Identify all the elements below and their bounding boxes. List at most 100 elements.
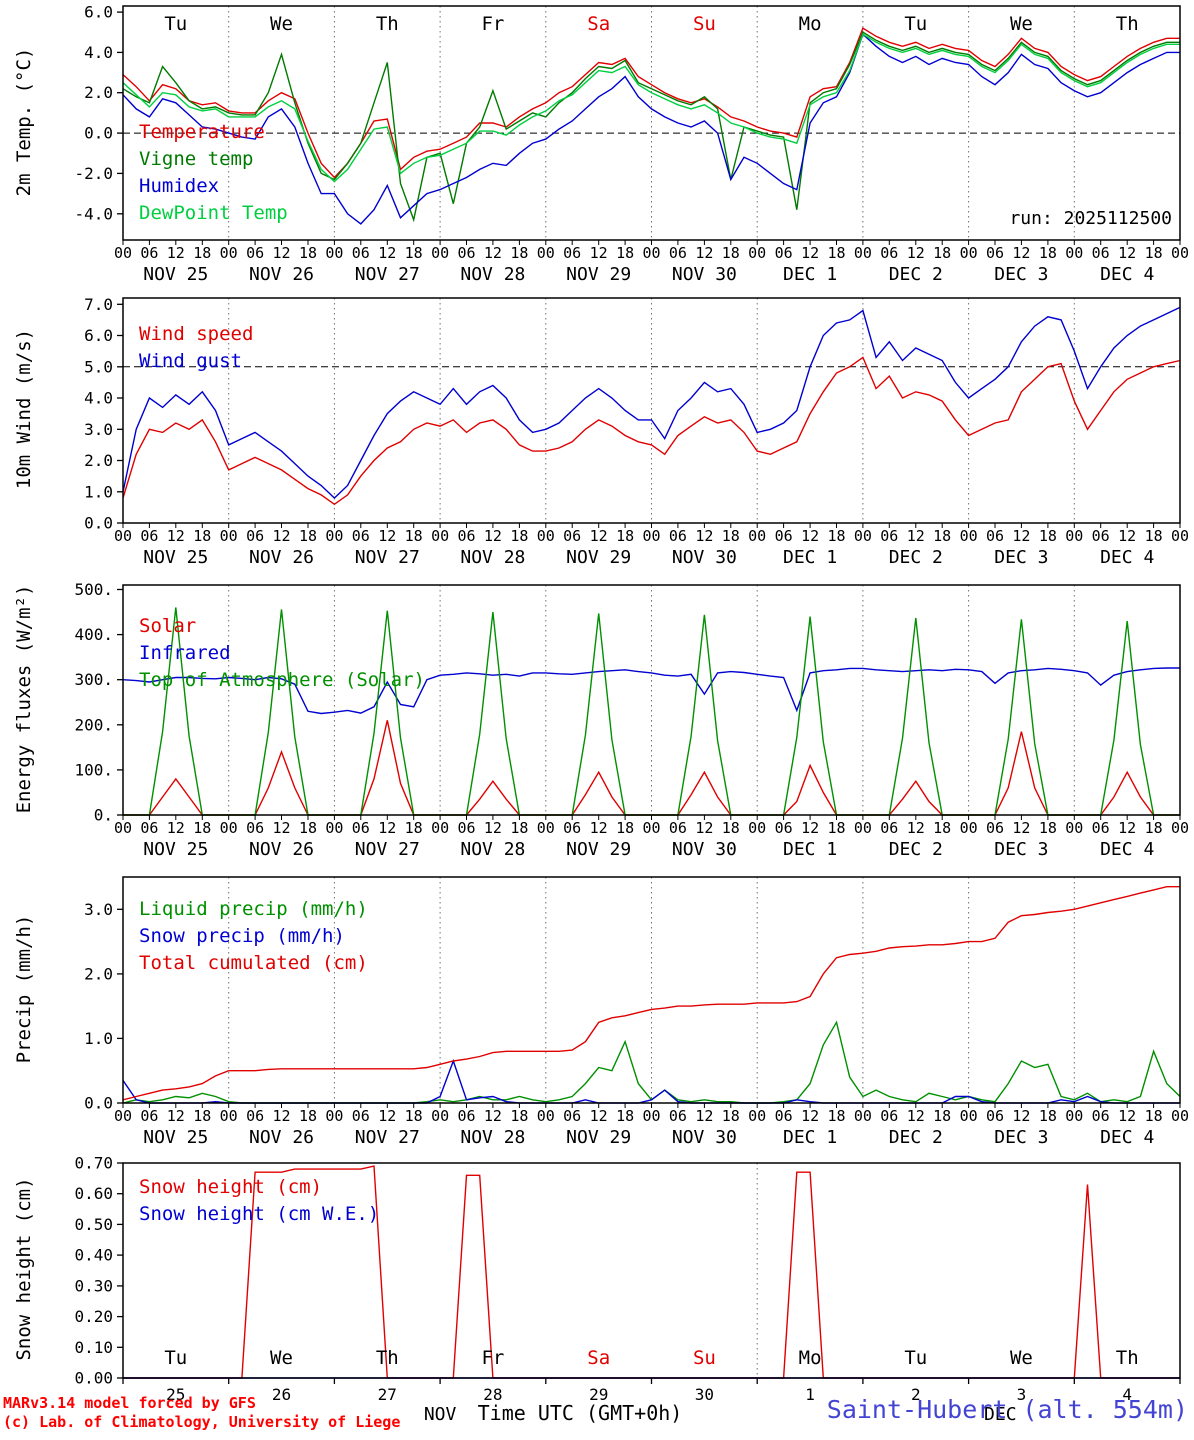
- day-of-week-label: Tu: [164, 1347, 187, 1369]
- day-number: 29: [589, 1385, 608, 1404]
- hour-label: 12: [801, 819, 819, 837]
- hour-label: 00: [960, 1107, 978, 1125]
- hour-label: 06: [140, 1107, 158, 1125]
- day-label: DEC 2: [889, 547, 943, 568]
- hour-label: 00: [431, 244, 449, 262]
- day-of-week-label: Th: [376, 13, 399, 35]
- hour-label: 06: [880, 819, 898, 837]
- y-tick-label: 4.0: [84, 43, 113, 62]
- hour-label: 00: [960, 244, 978, 262]
- day-label: NOV 30: [672, 547, 737, 568]
- day-number: 1: [805, 1385, 815, 1404]
- hour-label: 12: [907, 1107, 925, 1125]
- hour-label: 12: [1118, 819, 1136, 837]
- hour-label: 00: [642, 819, 660, 837]
- hour-label: 06: [986, 1107, 1004, 1125]
- y-tick-label: 4.0: [84, 389, 113, 408]
- panel-snow-height-cm: 0.70 0.60 0.50 0.40 0.30 0.20 0.10 0.00 25 26 27 28…: [74, 1154, 1181, 1425]
- hour-label: 06: [352, 244, 370, 262]
- hour-label: 18: [722, 1107, 740, 1125]
- hour-label: 12: [590, 244, 608, 262]
- day-label: NOV 30: [672, 1127, 737, 1148]
- hour-label: 12: [907, 244, 925, 262]
- hour-label: 06: [563, 819, 581, 837]
- hour-label: 18: [616, 527, 634, 545]
- hour-label: 18: [405, 244, 423, 262]
- hour-label: 18: [193, 244, 211, 262]
- day-label: DEC 4: [1100, 264, 1154, 285]
- hour-label: 18: [616, 244, 634, 262]
- day-of-week-label: Th: [1116, 13, 1139, 35]
- hour-label: 00: [325, 244, 343, 262]
- y-tick-label: 1.0: [84, 1029, 113, 1048]
- hour-label: 18: [827, 1107, 845, 1125]
- day-of-week-label: We: [1010, 1347, 1033, 1369]
- day-gridlines: [228, 298, 1075, 523]
- y-tick-label: -4.0: [74, 204, 113, 223]
- series-total-cumulated-cm: [122, 886, 1180, 1101]
- hour-label: 00: [1065, 244, 1083, 262]
- hour-label: 06: [669, 819, 687, 837]
- hour-label: 00: [431, 1107, 449, 1125]
- month-label: NOV: [424, 1404, 457, 1425]
- day-label: NOV 26: [249, 1127, 314, 1148]
- hour-label: 12: [590, 527, 608, 545]
- hour-label: 18: [510, 1107, 528, 1125]
- hour-label: 00: [114, 244, 132, 262]
- hour-label: 00: [748, 527, 766, 545]
- hour-label: 12: [801, 1107, 819, 1125]
- day-of-week-label: Tu: [904, 13, 927, 35]
- legend-infrared: Infrared: [139, 642, 231, 664]
- hour-label: 18: [933, 819, 951, 837]
- y-tick-label: 3.0: [84, 900, 113, 919]
- hour-label: 06: [563, 244, 581, 262]
- day-gridlines: [228, 585, 1075, 815]
- day-label: NOV 26: [249, 264, 314, 285]
- legend-snow-height-cm-w-e: Snow height (cm W.E.): [139, 1203, 379, 1225]
- y-axis-title-energy: Energy fluxes (W/m²): [13, 584, 35, 814]
- day-label: NOV 28: [460, 547, 525, 568]
- day-label: NOV 26: [249, 839, 314, 860]
- hour-label: 00: [1065, 819, 1083, 837]
- hour-label: 12: [695, 1107, 713, 1125]
- hour-label: 18: [1145, 1107, 1163, 1125]
- hour-label: 06: [986, 527, 1004, 545]
- x-axis: 00 06 12 18 00 06 12 18 00 06 12 18 00 06 12 18 00 06 12 18…: [114, 240, 1189, 285]
- hour-label: 18: [722, 527, 740, 545]
- series-temperature: [122, 27, 1180, 179]
- hour-label: 18: [933, 527, 951, 545]
- hour-label: 18: [510, 819, 528, 837]
- hour-label: 12: [590, 1107, 608, 1125]
- legend-vigne-temp: Vigne temp: [139, 148, 253, 170]
- hour-label: 06: [1092, 1107, 1110, 1125]
- hour-label: 12: [695, 819, 713, 837]
- hour-label: 18: [510, 527, 528, 545]
- hour-label: 18: [1145, 244, 1163, 262]
- legend-wind-gust: Wind gust: [139, 350, 242, 372]
- model-credit-line2: (c) Lab. of Climatology, University of L…: [3, 1413, 401, 1431]
- hour-label: 12: [167, 1107, 185, 1125]
- hour-label: 12: [484, 527, 502, 545]
- hour-label: 00: [854, 819, 872, 837]
- hour-label: 06: [457, 1107, 475, 1125]
- hour-label: 12: [484, 1107, 502, 1125]
- day-number: 25: [166, 1385, 185, 1404]
- hour-label: 00: [537, 819, 555, 837]
- hour-label: 18: [827, 819, 845, 837]
- day-label: NOV 26: [249, 547, 314, 568]
- hour-label: 00: [114, 1107, 132, 1125]
- day-label: NOV 29: [566, 264, 631, 285]
- day-label: NOV 27: [355, 264, 420, 285]
- day-of-week-label: Tu: [164, 13, 187, 35]
- legend-humidex: Humidex: [139, 175, 219, 197]
- hour-label: 18: [405, 527, 423, 545]
- hour-label: 18: [299, 527, 317, 545]
- hour-label: 12: [378, 527, 396, 545]
- hour-label: 06: [140, 819, 158, 837]
- run-label: run: 2025112500: [1009, 208, 1172, 229]
- hour-label: 06: [140, 527, 158, 545]
- hour-label: 12: [378, 244, 396, 262]
- hour-label: 00: [431, 527, 449, 545]
